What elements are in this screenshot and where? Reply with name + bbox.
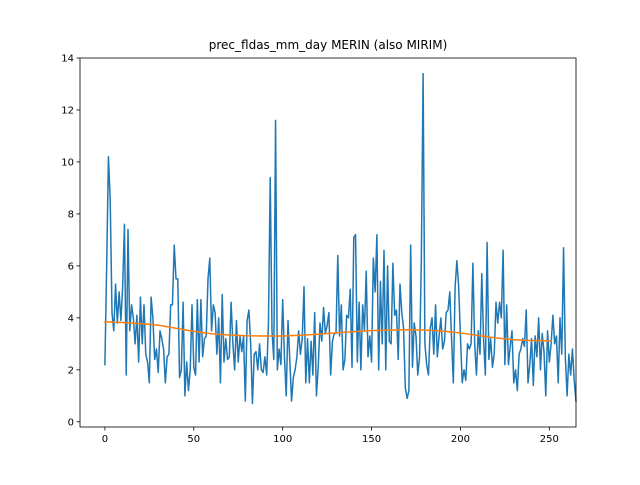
axes-frame — [79, 57, 577, 428]
y-tick-label: 8 — [68, 209, 74, 220]
x-tick-label: 100 — [273, 434, 292, 445]
plot-area: 0 50 100 150 200 250 0 2 4 6 8 10 12 14 — [61, 54, 577, 445]
x-tick-label: 150 — [362, 434, 381, 445]
x-tick-label: 0 — [102, 434, 108, 445]
x-tick-label: 250 — [540, 434, 559, 445]
y-tick-label: 12 — [61, 105, 74, 116]
y-tick-label: 10 — [61, 157, 74, 168]
x-tick-label: 50 — [187, 434, 200, 445]
chart-title: prec_fldas_mm_day MERIN (also MIRIM) — [209, 38, 448, 52]
y-tick-label: 2 — [68, 365, 74, 376]
series-line-2 — [104, 320, 552, 342]
y-tick-label: 6 — [68, 261, 74, 272]
x-tick-label: 200 — [451, 434, 470, 445]
y-tick-label: 0 — [68, 417, 74, 428]
y-tick-label: 14 — [61, 54, 74, 65]
y-tick-label: 4 — [68, 313, 74, 324]
series-line-1 — [104, 72, 577, 405]
